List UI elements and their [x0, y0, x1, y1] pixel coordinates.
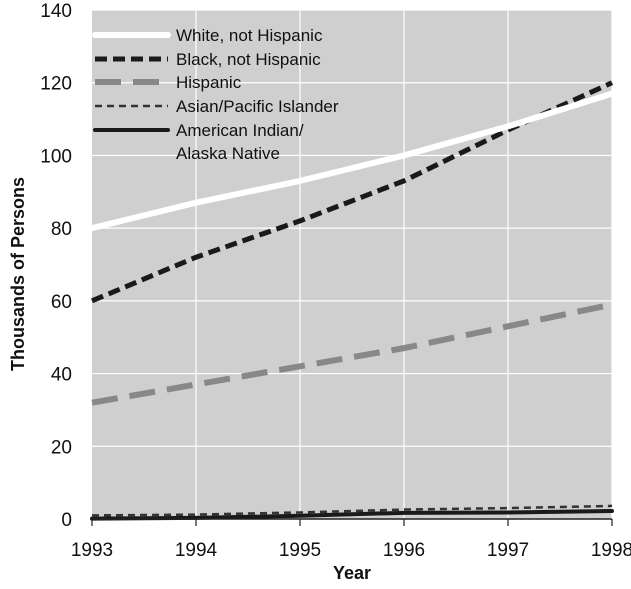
y-axis-title: Thousands of Persons	[8, 177, 28, 371]
x-tick-label: 1998	[591, 540, 631, 561]
x-tick-label: 1994	[175, 540, 218, 561]
x-tick-label: 1995	[279, 540, 321, 561]
y-tick-label: 20	[51, 437, 72, 458]
y-tick-label: 120	[40, 74, 72, 95]
y-tick-label: 100	[40, 146, 72, 167]
x-tick-label: 1996	[383, 540, 425, 561]
axes: 0 20 40 60 80 100 120 140 1993 1994 1995 1996 1997 19…	[40, 1, 631, 561]
series-line-2	[91, 301, 613, 406]
y-tick-label: 0	[61, 510, 72, 531]
legend-label-4: Alaska Native	[176, 144, 280, 163]
series-line-4	[90, 509, 614, 521]
plot-area	[92, 10, 612, 519]
legend-label-4: American Indian/	[176, 121, 304, 140]
series-line-3	[91, 504, 613, 517]
x-tick-label: 1993	[71, 540, 113, 561]
y-tick-label: 60	[51, 292, 72, 313]
legend-label-3: Asian/Pacific Islander	[176, 97, 339, 116]
series-line-0	[89, 90, 615, 232]
x-axis-title: Year	[333, 563, 371, 583]
legend-label-0: White, not Hispanic	[176, 26, 323, 45]
y-tick-label: 40	[51, 365, 72, 386]
series-lines	[89, 80, 615, 521]
x-tick-label: 1997	[487, 540, 529, 561]
legend: White, not Hispanic Black, not Hispanic Hi…	[92, 26, 339, 163]
y-tick-label: 140	[40, 1, 72, 22]
legend-label-2: Hispanic	[176, 73, 242, 92]
legend-label-1: Black, not Hispanic	[176, 50, 321, 69]
y-tick-label: 80	[51, 219, 72, 240]
